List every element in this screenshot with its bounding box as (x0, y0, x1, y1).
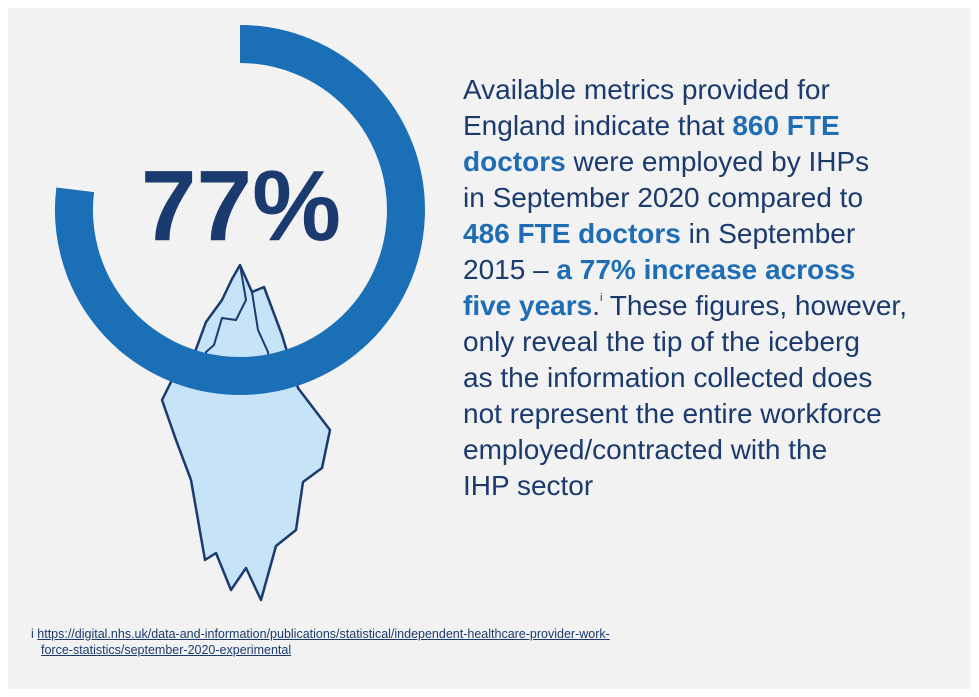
footnote-link[interactable]: force-statistics/september-2020-experime… (41, 643, 292, 657)
text-line: IHP sector (463, 468, 907, 504)
text-run: IHP sector (463, 470, 594, 501)
iceberg (160, 263, 332, 602)
progress-ring (54, 25, 425, 395)
emphasis: doctors (463, 146, 566, 177)
iceberg-line (203, 264, 248, 379)
text-line: Available metrics provided for (463, 72, 907, 108)
emphasis: 486 FTE doctors (463, 218, 681, 249)
text-run: Available metrics provided for (463, 74, 830, 105)
text-line: 2015 – a 77% increase across (463, 252, 907, 288)
text-run: employed/contracted with the (463, 434, 828, 465)
text-run: These figures, however, (602, 290, 907, 321)
emphasis: five years (463, 290, 593, 321)
text-line: employed/contracted with the (463, 432, 907, 468)
footnote-marker: i (31, 627, 34, 641)
text-line: England indicate that 860 FTE (463, 108, 907, 144)
text-line: not represent the entire workforce (463, 396, 907, 432)
text-line: as the information collected does (463, 360, 907, 396)
emphasis: a 77% increase across (556, 254, 856, 285)
text-run: in September 2020 compared to (463, 182, 864, 213)
emphasis: 860 FTE (732, 110, 840, 141)
footnote-ref: i (600, 292, 603, 304)
text-run: as the information collected does (463, 362, 873, 393)
footnote-link[interactable]: https://digital.nhs.uk/data-and-informat… (37, 627, 610, 641)
footnote: i https://digital.nhs.uk/data-and-inform… (31, 626, 610, 658)
text-run: not represent the entire workforce (463, 398, 882, 429)
text-run: only reveal the tip of the iceberg (463, 326, 860, 357)
text-run: . (592, 290, 600, 321)
text-run: were employed by IHPs (565, 146, 870, 177)
text-line: doctors were employed by IHPs (463, 144, 907, 180)
body-text: Available metrics provided for England in… (463, 72, 907, 504)
text-run: England indicate that (463, 110, 733, 141)
text-line: five years.i These figures, however, (463, 288, 907, 324)
text-line: 486 FTE doctors in September (463, 216, 907, 252)
text-run: in September (680, 218, 856, 249)
text-run: 2015 – (463, 254, 557, 285)
text-line: in September 2020 compared to (463, 180, 907, 216)
headline: 77% (141, 150, 341, 262)
text-line: only reveal the tip of the iceberg (463, 324, 907, 360)
